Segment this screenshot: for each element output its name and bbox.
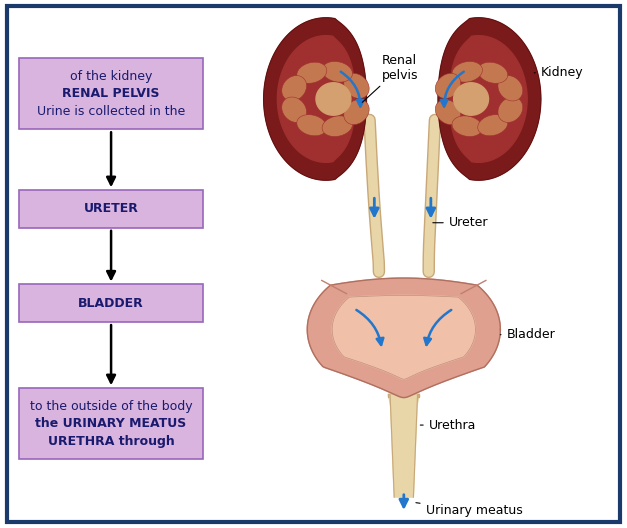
Text: Renal
pelvis: Renal pelvis	[362, 53, 418, 102]
Polygon shape	[277, 36, 355, 162]
Polygon shape	[388, 394, 419, 424]
Text: Urine is collected in the: Urine is collected in the	[37, 105, 185, 118]
Polygon shape	[438, 18, 541, 180]
Polygon shape	[332, 295, 475, 379]
Polygon shape	[454, 83, 488, 115]
Ellipse shape	[344, 100, 369, 125]
Polygon shape	[390, 395, 418, 497]
Ellipse shape	[498, 76, 523, 101]
Text: Kidney: Kidney	[534, 67, 584, 79]
Ellipse shape	[478, 115, 508, 136]
Text: URETER: URETER	[83, 203, 139, 215]
Text: the URINARY MEATUS: the URINARY MEATUS	[36, 417, 187, 430]
Ellipse shape	[498, 97, 523, 122]
Text: RENAL PELVIS: RENAL PELVIS	[62, 87, 160, 100]
Text: to the outside of the body: to the outside of the body	[29, 400, 192, 413]
Text: of the kidney: of the kidney	[70, 70, 152, 83]
FancyBboxPatch shape	[19, 190, 203, 228]
Polygon shape	[316, 83, 351, 115]
Text: URETHRA through: URETHRA through	[48, 435, 174, 448]
Ellipse shape	[452, 61, 482, 82]
Ellipse shape	[297, 62, 327, 83]
Text: Ureter: Ureter	[433, 216, 488, 229]
Ellipse shape	[282, 76, 307, 101]
Ellipse shape	[297, 115, 327, 136]
Polygon shape	[307, 278, 500, 398]
Ellipse shape	[435, 73, 461, 98]
Text: BLADDER: BLADDER	[78, 297, 144, 310]
Ellipse shape	[478, 62, 508, 83]
Polygon shape	[450, 36, 527, 162]
Ellipse shape	[282, 97, 307, 122]
Ellipse shape	[452, 116, 482, 137]
Text: Urinary meatus: Urinary meatus	[416, 503, 522, 517]
Polygon shape	[388, 394, 419, 397]
Polygon shape	[264, 18, 366, 180]
FancyBboxPatch shape	[19, 285, 203, 322]
Ellipse shape	[344, 73, 369, 98]
Text: Urethra: Urethra	[420, 419, 476, 431]
FancyBboxPatch shape	[19, 59, 203, 129]
FancyBboxPatch shape	[19, 389, 203, 459]
Ellipse shape	[322, 116, 352, 137]
Ellipse shape	[435, 100, 461, 125]
Ellipse shape	[322, 61, 352, 82]
Text: Bladder: Bladder	[500, 328, 556, 341]
